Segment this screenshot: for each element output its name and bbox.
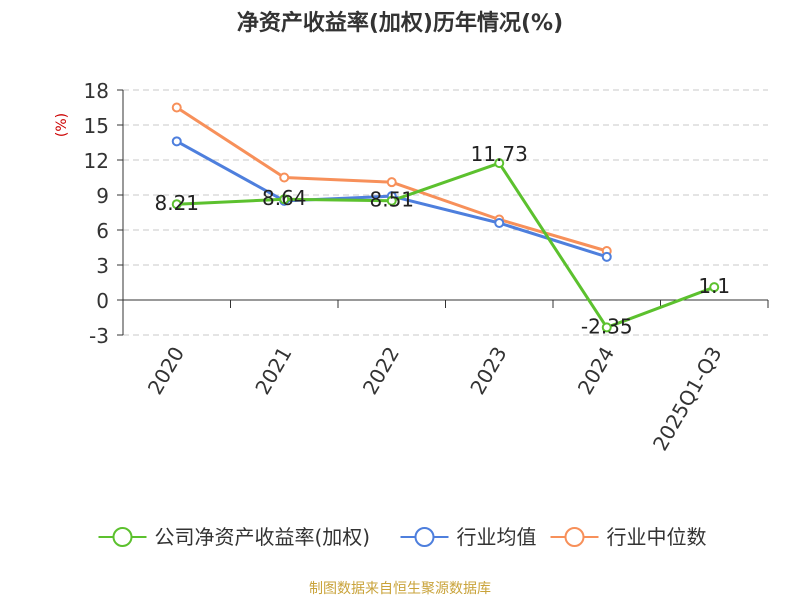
- y-tick-label-1: 15: [84, 114, 109, 138]
- series-0-point-2: [386, 195, 397, 206]
- legend-marker-1: [414, 527, 435, 547]
- y-tick-label-0: 18: [84, 79, 109, 103]
- data-label-2: 8.51: [369, 188, 414, 212]
- data-label-5: 1.1: [698, 274, 730, 298]
- series-0-point-3: [494, 158, 505, 169]
- series-2-point-2: [386, 177, 397, 188]
- series-lines: [171, 102, 720, 333]
- series-0-point-5: [709, 282, 720, 293]
- series-1-point-3: [494, 218, 505, 228]
- x-tick-label-2: 2022: [358, 343, 404, 399]
- legend-label-0: 公司净资产收益率(加权): [155, 525, 371, 549]
- series-line-0: [176, 161, 715, 329]
- legend-label-2: 行业中位数: [607, 525, 707, 549]
- y-tick-label-7: -3: [89, 324, 109, 348]
- y-tick-label-6: 0: [96, 289, 109, 313]
- data-labels: 8.21 8.64 8.51 11.73 -2.35 1.1: [154, 142, 730, 338]
- legend-label-1: 行业均值: [457, 525, 537, 549]
- y-tick-label-3: 9: [96, 184, 109, 208]
- series-0-point-4: [601, 322, 612, 333]
- x-tick-label-3: 2023: [465, 343, 511, 399]
- y-tick-label-4: 6: [96, 219, 109, 243]
- x-tick-label-1: 2021: [250, 343, 296, 399]
- x-tick-label-5: 2025Q1-Q3: [648, 343, 727, 455]
- chart-title: 净资产收益率(加权)历年情况(%): [237, 10, 563, 36]
- data-label-3: 11.73: [471, 142, 528, 166]
- x-tick-label-4: 2024: [573, 343, 619, 399]
- axes: 18 15 12 9 6 3 0 -3 2020 2021 2022 2023 2024 2025Q1-Q…: [84, 79, 769, 455]
- legend-item-2: 行业中位数: [550, 525, 707, 549]
- legend-marker-2: [564, 527, 585, 547]
- y-axis-label: (%): [54, 113, 70, 137]
- legend-item-1: 行业均值: [400, 525, 537, 549]
- y-tick-label-5: 3: [96, 254, 109, 278]
- legend-marker-0: [112, 527, 133, 547]
- data-label-1: 8.64: [262, 186, 307, 210]
- y-tick-label-2: 12: [84, 149, 109, 173]
- series-0-point-1: [279, 194, 290, 205]
- series-2-point-1: [279, 172, 290, 183]
- legend-item-0: 公司净资产收益率(加权): [98, 525, 371, 549]
- series-1-point-4: [601, 251, 612, 262]
- data-label-4: -2.35: [581, 314, 633, 338]
- series-1-point-0: [171, 136, 182, 147]
- legend: 公司净资产收益率(加权) 行业均值 行业中位数: [98, 525, 707, 549]
- series-0-point-0: [171, 199, 182, 210]
- data-label-0: 8.21: [154, 191, 199, 215]
- x-tick-label-0: 2020: [143, 343, 189, 399]
- series-2-point-0: [171, 102, 182, 113]
- grid-lines: [123, 89, 768, 336]
- source-note: 制图数据来自恒生聚源数据库: [309, 581, 491, 597]
